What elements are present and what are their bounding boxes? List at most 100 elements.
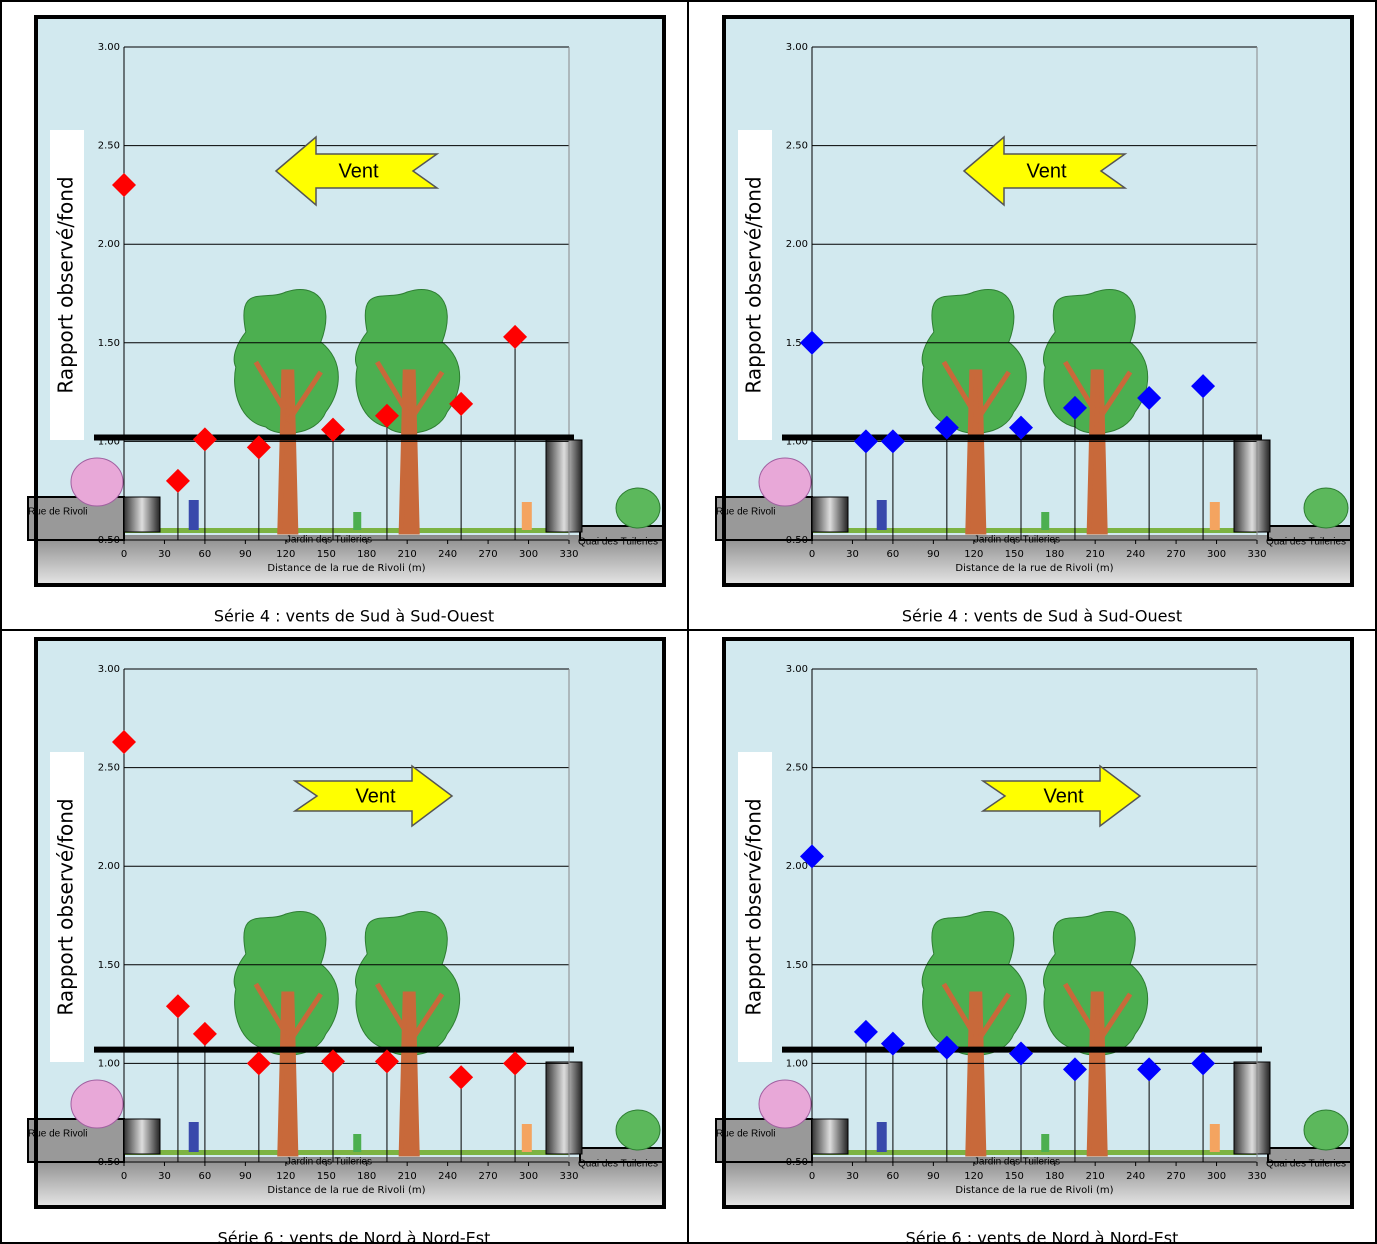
x-tick-label: 30 (846, 549, 859, 560)
wall (546, 440, 582, 532)
x-tick-label: 30 (158, 1171, 171, 1182)
y-tick-label: 0.50 (786, 535, 808, 546)
person (189, 1122, 199, 1152)
car (616, 488, 660, 528)
person (1210, 502, 1220, 530)
person (1041, 512, 1049, 530)
x-axis-title: Distance de la rue de Rivoli (m) (267, 563, 425, 574)
y-tick-label: 2.00 (98, 861, 120, 872)
y-tick-label: 3.00 (98, 664, 120, 675)
y-tick-label: 0.50 (786, 1157, 808, 1168)
x-tick-label: 60 (887, 1171, 900, 1182)
car (71, 1080, 123, 1128)
wall (124, 1119, 160, 1154)
x-tick-label: 150 (1005, 1171, 1024, 1182)
x-tick-label: 270 (1167, 1171, 1186, 1182)
annotation: Rue de Rivoli (716, 1129, 775, 1140)
wall (812, 1119, 848, 1154)
x-tick-label: 210 (1086, 1171, 1105, 1182)
y-tick-label: 1.50 (786, 960, 808, 971)
caption: Série 6 : vents de Nord à Nord-Est (218, 1229, 491, 1244)
x-tick-label: 180 (1045, 549, 1064, 560)
x-tick-label: 270 (479, 549, 498, 560)
y-axis-title: Rapport observé/fond (742, 176, 766, 393)
x-tick-label: 270 (1167, 549, 1186, 560)
page: 0.50 1.00 1.50 2.00 2.50 3.00 0 30 60 90 120 150 180… (0, 0, 1377, 1244)
x-tick-label: 210 (398, 549, 417, 560)
car (1304, 1110, 1348, 1150)
x-tick-label: 120 (964, 1171, 983, 1182)
x-axis-title: Distance de la rue de Rivoli (m) (267, 1185, 425, 1196)
wind-label: Vent (338, 160, 378, 182)
y-axis-title: Rapport observé/fond (742, 798, 766, 1015)
car (1304, 488, 1348, 528)
y-tick-label: 2.50 (98, 763, 120, 774)
y-tick-label: 2.00 (786, 861, 808, 872)
x-tick-label: 150 (317, 549, 336, 560)
x-tick-label: 120 (276, 549, 295, 560)
wall (124, 497, 160, 532)
y-tick-label: 2.00 (98, 239, 120, 250)
person (877, 500, 887, 530)
x-tick-label: 180 (357, 1171, 376, 1182)
y-tick-label: 1.50 (98, 338, 120, 349)
y-tick-label: 2.50 (786, 763, 808, 774)
person (522, 502, 532, 530)
person (1210, 1124, 1220, 1152)
x-tick-label: 180 (1045, 1171, 1064, 1182)
annotation: Quai des Tuileries (1266, 1159, 1346, 1170)
annotation: Quai des Tuileries (1266, 537, 1346, 548)
person (522, 1124, 532, 1152)
car (759, 1080, 811, 1128)
x-tick-label: 30 (846, 1171, 859, 1182)
y-tick-label: 2.50 (98, 141, 120, 152)
x-tick-label: 120 (276, 1171, 295, 1182)
x-tick-label: 330 (559, 549, 578, 560)
x-tick-label: 150 (317, 1171, 336, 1182)
wall (1234, 1062, 1270, 1154)
annotation: Rue de Rivoli (28, 1129, 87, 1140)
x-tick-label: 0 (809, 1171, 815, 1182)
annotation: Rue de Rivoli (716, 507, 775, 518)
wall (812, 497, 848, 532)
panel: 0.501.001.502.002.503.000306090120150180… (716, 639, 1352, 1244)
x-tick-label: 330 (1247, 1171, 1266, 1182)
x-tick-label: 60 (887, 549, 900, 560)
panel: 0.501.001.502.002.503.000306090120150180… (28, 639, 664, 1244)
x-tick-label: 330 (1247, 549, 1266, 560)
x-tick-label: 120 (964, 549, 983, 560)
x-axis-title: Distance de la rue de Rivoli (m) (955, 1185, 1113, 1196)
x-tick-label: 60 (199, 1171, 212, 1182)
person (353, 1134, 361, 1152)
annotation: Rue de Rivoli (28, 507, 87, 518)
wall (546, 1062, 582, 1154)
x-tick-label: 300 (1207, 1171, 1226, 1182)
x-tick-label: 240 (1126, 549, 1145, 560)
x-tick-label: 240 (438, 1171, 457, 1182)
x-tick-label: 240 (1126, 1171, 1145, 1182)
y-tick-label: 3.00 (786, 42, 808, 53)
y-tick-label: 1.50 (98, 960, 120, 971)
person (1041, 1134, 1049, 1152)
x-tick-label: 210 (398, 1171, 417, 1182)
x-tick-label: 300 (1207, 549, 1226, 560)
car (616, 1110, 660, 1150)
x-tick-label: 30 (158, 549, 171, 560)
x-tick-label: 180 (357, 549, 376, 560)
y-axis-title: Rapport observé/fond (54, 798, 78, 1015)
y-tick-label: 3.00 (98, 42, 120, 53)
annotation: Jardin des Tuileries (286, 535, 372, 546)
y-tick-label: 2.50 (786, 141, 808, 152)
x-tick-label: 240 (438, 549, 457, 560)
car (759, 458, 811, 506)
x-tick-label: 90 (239, 1171, 252, 1182)
y-tick-label: 1.00 (786, 1058, 808, 1069)
caption: Série 4 : vents de Sud à Sud-Ouest (902, 607, 1182, 626)
x-tick-label: 300 (519, 549, 538, 560)
x-tick-label: 90 (927, 1171, 940, 1182)
person (353, 512, 361, 530)
car (71, 458, 123, 506)
x-tick-label: 270 (479, 1171, 498, 1182)
